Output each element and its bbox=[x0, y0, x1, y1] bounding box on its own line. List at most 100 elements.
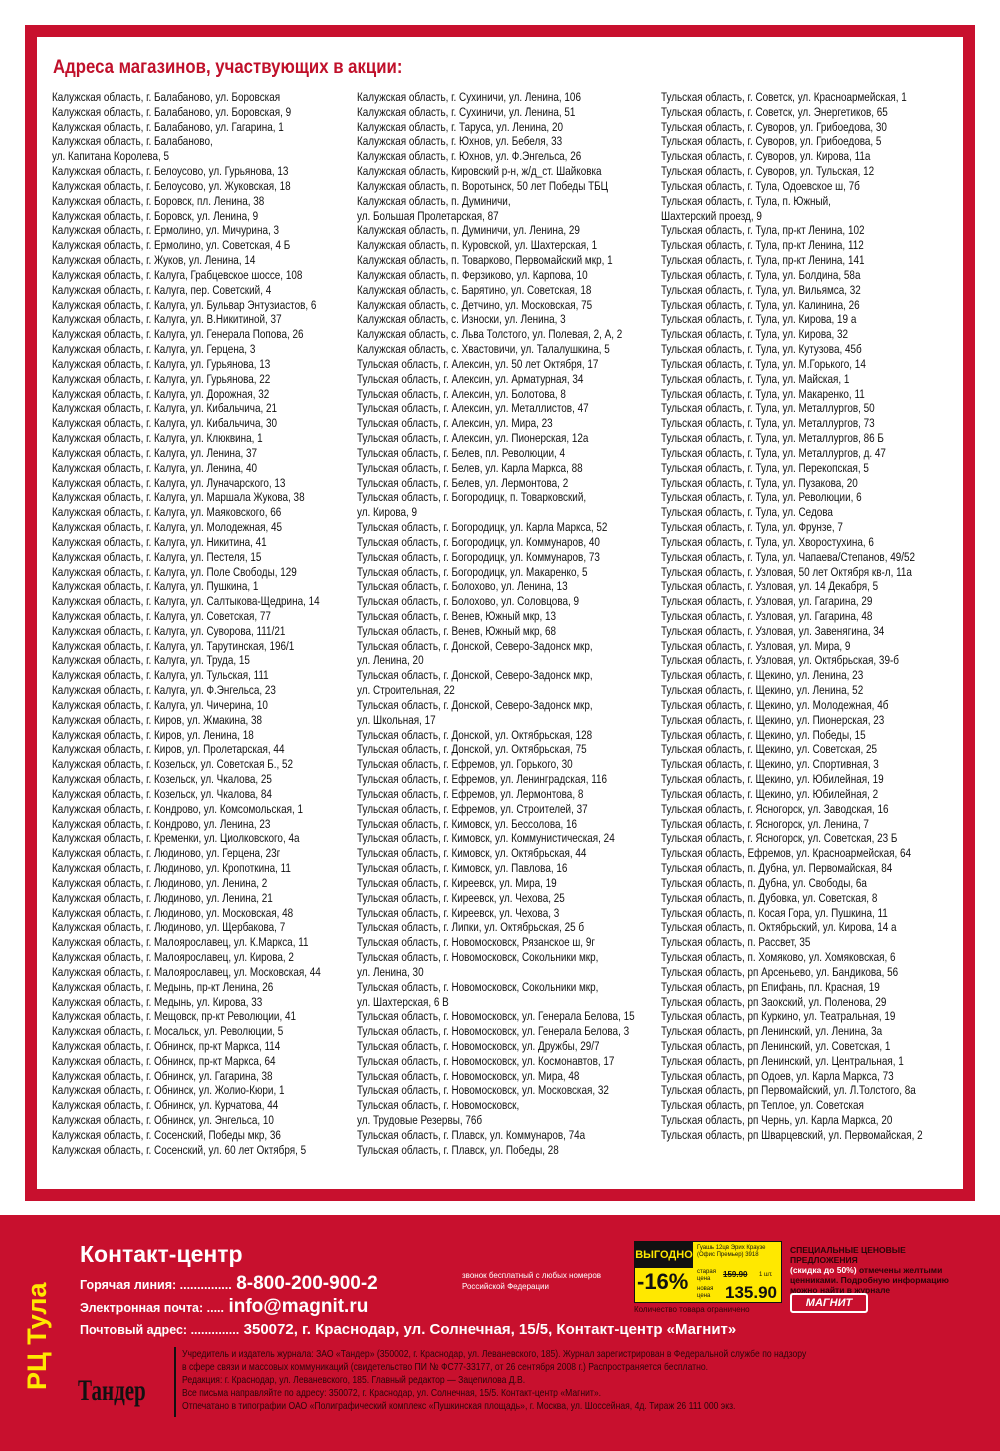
store-address: Тульская область, г. Щекино, ул. Победы,… bbox=[661, 727, 866, 742]
region-label: РЦ Тула bbox=[22, 1282, 52, 1390]
email-row: Электронная почта: ..... info@magnit.ru bbox=[80, 1296, 368, 1318]
store-address: Тульская область, г. Узловая, ул. Мира, … bbox=[661, 638, 851, 653]
store-address: Тульская область, г. Новомосковск, Сокол… bbox=[357, 979, 599, 994]
store-address: Тульская область, г. Советск, ул. Красно… bbox=[661, 90, 907, 104]
address-panel bbox=[37, 37, 963, 1189]
store-address: Калужская область, г. Жуков, ул. Ленина,… bbox=[52, 253, 256, 268]
store-address: Калужская область, г. Калуга, ул. Поле С… bbox=[52, 564, 297, 579]
store-address: Тульская область, г. Алексин, ул. Металл… bbox=[357, 401, 589, 416]
store-address: Тульская область, г. Тула, ул. Чапаева/С… bbox=[661, 549, 916, 564]
store-address: Тульская область, г. Алексин, ул. Мира, … bbox=[357, 416, 553, 431]
address-column-2: Калужская область, г. Сухиничи, ул. Лени… bbox=[357, 90, 635, 1158]
store-address: Калужская область, г. Киров, ул. Ленина,… bbox=[52, 727, 254, 742]
imprint-line: Редакция: г. Краснодар, ул. Леваневского… bbox=[182, 1374, 526, 1386]
store-address: Тульская область, г. Щекино, ул. Молодеж… bbox=[661, 697, 889, 712]
store-address: Тульская область, г. Узловая, ул. Октябр… bbox=[661, 653, 899, 668]
price-tag-badge: ВЫГОДНО bbox=[635, 1242, 693, 1268]
store-address: Тульская область, г. Новомосковск, ул. Г… bbox=[357, 1009, 635, 1024]
store-address: Калужская область, г. Кременки, ул. Циол… bbox=[52, 831, 300, 846]
store-address: Тульская область, г. Киреевск, ул. Чехов… bbox=[357, 905, 560, 920]
store-address: Калужская область, с. Хвастовичи, ул. Та… bbox=[357, 342, 610, 357]
store-address: Калужская область, г. Ермолино, ул. Мичу… bbox=[52, 223, 279, 238]
special-discount: (скидка до 50%) bbox=[790, 1265, 857, 1275]
hotline-number[interactable]: 8-800-200-900-2 bbox=[236, 1273, 378, 1294]
store-address: Тульская область, рп Чернь, ул. Карла Ма… bbox=[661, 1113, 893, 1128]
store-address: Тульская область, г. Новомосковск, ул. Д… bbox=[357, 1039, 600, 1053]
special-head: СПЕЦИАЛЬНЫЕ ЦЕНОВЫЕ ПРЕДЛОЖЕНИЯ bbox=[790, 1245, 906, 1265]
store-address: Тульская область, г. Белев, ул. Карла Ма… bbox=[357, 460, 583, 475]
store-address: Тульская область, г. Богородицк, ул. Ком… bbox=[357, 534, 600, 549]
store-address: Тульская область, рп Шварцевский, ул. Пе… bbox=[661, 1127, 923, 1142]
postal-address: 350072, г. Краснодар, ул. Солнечная, 15/… bbox=[243, 1321, 737, 1338]
store-address: Тульская область, г. Плавск, ул. Победы,… bbox=[357, 1142, 559, 1157]
store-address: Калужская область, г. Боровск, ул. Ленин… bbox=[52, 208, 259, 223]
page-title: Адреса магазинов, участвующих в акции: bbox=[53, 56, 403, 78]
store-address: Тульская область, г. Болохово, ул. Ленин… bbox=[357, 579, 568, 594]
store-address: Калужская область, г. Сухиничи, ул. Лени… bbox=[357, 90, 581, 104]
store-address: Калужская область, п. Товарково, Первома… bbox=[357, 253, 613, 268]
store-address: Тульская область, г. Новомосковск, ул. К… bbox=[357, 1053, 615, 1068]
store-address: Тульская область, г. Киреевск, ул. Мира,… bbox=[357, 875, 557, 890]
store-address: Тульская область, г. Тула, ул. Металлург… bbox=[661, 416, 875, 431]
store-address: ул. Строительная, 22 bbox=[357, 683, 455, 698]
tander-logo: Тандер bbox=[78, 1347, 176, 1422]
store-address: Калужская область, п. Думиничи, ул. Лени… bbox=[357, 223, 580, 238]
store-address: Тульская область, г. Киреевск, ул. Чехов… bbox=[357, 890, 565, 905]
store-address: Калужская область, г. Калуга, ул. Никити… bbox=[52, 534, 267, 549]
store-address: Калужская область, г. Калуга, ул. Советс… bbox=[52, 608, 271, 623]
store-address: Шахтерский проезд, 9 bbox=[661, 208, 762, 223]
store-address: Калужская область, г. Калуга, ул. Тульск… bbox=[52, 668, 269, 683]
store-address: Тульская область, г. Новомосковск, Сокол… bbox=[357, 950, 599, 965]
store-address: Калужская область, п. Думиничи, bbox=[357, 193, 511, 208]
store-address: Калужская область, г. Юхнов, ул. Бебеля,… bbox=[357, 134, 563, 149]
store-address: Калужская область, г. Медынь, ул. Кирова… bbox=[52, 994, 263, 1009]
store-address: Тульская область, г. Липки, ул. Октябрьс… bbox=[357, 920, 585, 935]
price-tag-old-label: старая цена bbox=[697, 1269, 716, 1282]
price-tag-example: ВЫГОДНО -16% Гуашь 12цв Эрих Краузе (Офи… bbox=[634, 1241, 782, 1303]
footer: Контакт-центр Горячая линия: ...........… bbox=[0, 1215, 1000, 1451]
store-address: Тульская область, г. Тула, ул. Металлург… bbox=[661, 445, 886, 460]
store-address: Калужская область, г. Козельск, ул. Чкал… bbox=[52, 772, 272, 787]
store-address: Тульская область, г. Новомосковск, Рязан… bbox=[357, 935, 595, 950]
imprint-line: Отпечатано в типографии ОАО «Полиграфиче… bbox=[182, 1400, 736, 1412]
store-address: Калужская область, г. Людиново, ул. Кроп… bbox=[52, 861, 291, 876]
store-address: Тульская область, г. Алексин, ул. Пионер… bbox=[357, 431, 589, 446]
store-address: Калужская область, г. Сосенский, Победы … bbox=[52, 1127, 281, 1142]
store-address: Тульская область, г. Венев, Южный мкр, 6… bbox=[357, 623, 557, 638]
store-address: Калужская область, г. Калуга, ул. Кибаль… bbox=[52, 401, 277, 416]
store-address: Тульская область, г. Кимовск, ул. Павлов… bbox=[357, 861, 568, 876]
store-address: Тульская область, г. Узловая, 50 лет Окт… bbox=[661, 564, 912, 579]
store-address: Тульская область, г. Тула, ул. Кутузова,… bbox=[661, 342, 862, 357]
store-address: Тульская область, г. Донской, Северо-Зад… bbox=[357, 668, 593, 683]
store-address: Калужская область, г. Сосенский, ул. 60 … bbox=[52, 1142, 307, 1157]
store-address: Калужская область, г. Калуга, ул. В.Ники… bbox=[52, 312, 282, 327]
store-address: Тульская область, рп Ленинский, ул. Цент… bbox=[661, 1053, 904, 1068]
store-address: Калужская область, г. Калуга, Грабцевско… bbox=[52, 267, 303, 282]
imprint-line: Учредитель и издатель журнала: ЗАО «Танд… bbox=[182, 1348, 807, 1360]
store-address: Тульская область, г. Плавск, ул. Коммуна… bbox=[357, 1127, 586, 1142]
store-address: Калужская область, г. Калуга, ул. Дорожн… bbox=[52, 386, 270, 401]
store-address: Тульская область, рп Первомайский, ул. Л… bbox=[661, 1083, 916, 1098]
store-address: Тульская область, г. Новомосковск, ул. М… bbox=[357, 1068, 580, 1083]
store-address: Тульская область, г. Белев, ул. Лермонто… bbox=[357, 475, 569, 490]
store-address: Тульская область, г. Донской, Северо-Зад… bbox=[357, 638, 593, 653]
store-address: Тульская область, рп Епифань, пл. Красна… bbox=[661, 979, 880, 994]
hotline-note-line: Российской Федерации bbox=[462, 1282, 549, 1291]
store-address: Тульская область, г. Тула, ул. Майская, … bbox=[661, 371, 850, 386]
store-address: Тульская область, г. Тула, Одоевское ш, … bbox=[661, 178, 860, 193]
store-address: Тульская область, г. Ефремов, ул. Строит… bbox=[357, 801, 588, 816]
store-address: Тульская область, г. Суворов, ул. Грибое… bbox=[661, 119, 887, 134]
email-link[interactable]: info@magnit.ru bbox=[228, 1296, 369, 1317]
store-address: Калужская область, г. Калуга, ул. Пестел… bbox=[52, 549, 262, 564]
store-address: Калужская область, г. Обнинск, ул. Курча… bbox=[52, 1098, 279, 1113]
store-address: Тульская область, г. Ясногорск, ул. Лени… bbox=[661, 816, 869, 831]
store-address: Калужская область, г. Людиново, ул. Щерб… bbox=[52, 920, 286, 935]
store-address: Калужская область, г. Калуга, ул. Тарути… bbox=[52, 638, 295, 653]
store-address: Тульская область, г. Тула, ул. Кирова, 1… bbox=[661, 312, 857, 327]
store-address: Калужская область, г. Калуга, ул. Маяков… bbox=[52, 505, 282, 520]
store-address: Калужская область, г. Балабаново, ул. Бо… bbox=[52, 90, 281, 104]
store-address: Тульская область, г. Донской, Северо-Зад… bbox=[357, 697, 593, 712]
store-address: Калужская область, Кировский р-н, ж/д_ст… bbox=[357, 164, 602, 179]
store-address: Тульская область, г. Суворов, ул. Грибое… bbox=[661, 134, 882, 149]
store-address: Калужская область, г. Калуга, ул. Пушкин… bbox=[52, 579, 259, 594]
